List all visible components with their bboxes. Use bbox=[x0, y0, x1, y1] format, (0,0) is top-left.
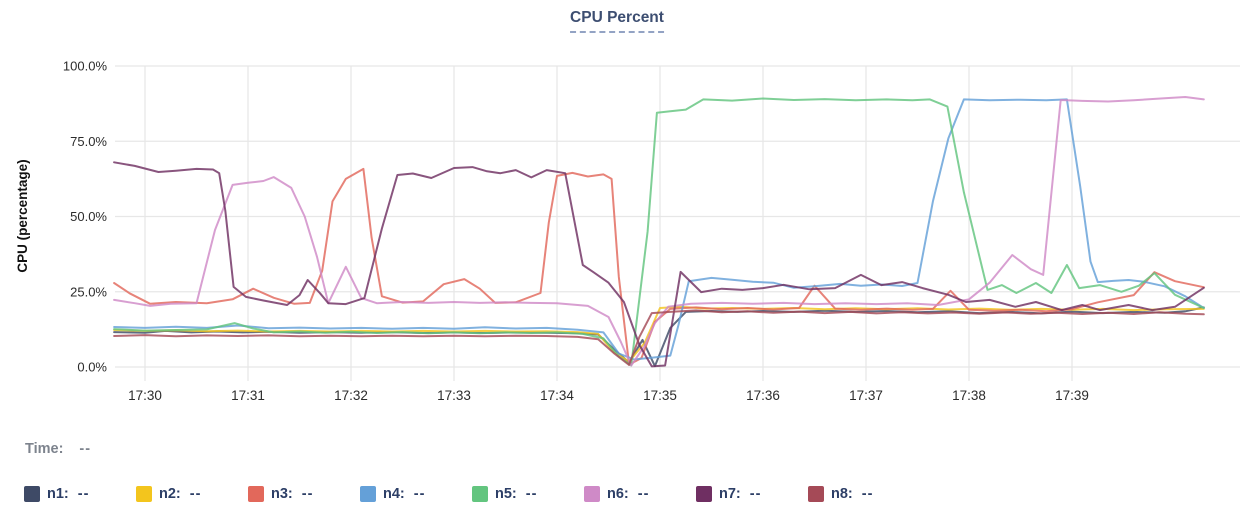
series-line-n6 bbox=[113, 96, 1205, 367]
legend-label-n4: n4: bbox=[383, 486, 405, 502]
svg-text:17:30: 17:30 bbox=[128, 388, 162, 403]
y-tick-labels: 100.0% 75.0% 50.0% 25.0% 0.0% bbox=[63, 59, 108, 375]
cpu-chart-canvas[interactable]: 100.0% 75.0% 50.0% 25.0% 0.0% 17:30 17:31 17:32… bbox=[0, 0, 1254, 430]
legend-value-n3: -- bbox=[301, 486, 314, 502]
legend-label-n2: n2: bbox=[159, 486, 181, 502]
legend-item-n4[interactable]: n4: -- bbox=[360, 486, 472, 502]
svg-text:0.0%: 0.0% bbox=[77, 360, 107, 375]
legend-label-n1: n1: bbox=[47, 486, 69, 502]
legend-label-n7: n7: bbox=[719, 486, 741, 502]
series-line-n7 bbox=[113, 161, 1205, 368]
legend-swatch-n4 bbox=[360, 486, 376, 502]
svg-text:17:38: 17:38 bbox=[952, 388, 986, 403]
legend-item-n6[interactable]: n6: -- bbox=[584, 486, 696, 502]
series-lines bbox=[113, 96, 1205, 368]
svg-text:17:32: 17:32 bbox=[334, 388, 368, 403]
legend-swatch-n3 bbox=[248, 486, 264, 502]
legend-label-n3: n3: bbox=[271, 486, 293, 502]
svg-text:CPU (percentage): CPU (percentage) bbox=[15, 159, 30, 272]
time-label: Time: bbox=[25, 441, 64, 457]
svg-text:25.0%: 25.0% bbox=[70, 284, 107, 299]
legend-value-n5: -- bbox=[525, 486, 538, 502]
legend-item-n2[interactable]: n2: -- bbox=[136, 486, 248, 502]
legend-value-n1: -- bbox=[77, 486, 90, 502]
legend-item-n7[interactable]: n7: -- bbox=[696, 486, 808, 502]
legend-swatch-n7 bbox=[696, 486, 712, 502]
svg-text:17:37: 17:37 bbox=[849, 388, 883, 403]
legend-item-n5[interactable]: n5: -- bbox=[472, 486, 584, 502]
legend-label-n5: n5: bbox=[495, 486, 517, 502]
legend-item-n8[interactable]: n8: -- bbox=[808, 486, 920, 502]
hover-time-row: Time: -- bbox=[25, 441, 91, 457]
series-line-n3 bbox=[113, 167, 1205, 366]
legend-value-n4: -- bbox=[413, 486, 426, 502]
legend-swatch-n8 bbox=[808, 486, 824, 502]
series-line-n4 bbox=[113, 98, 1205, 361]
vertical-gridlines bbox=[144, 66, 1073, 381]
svg-text:17:35: 17:35 bbox=[643, 388, 677, 403]
legend-value-n2: -- bbox=[189, 486, 202, 502]
x-tick-labels: 17:30 17:31 17:32 17:33 17:34 17:35 17:36 17:37… bbox=[128, 388, 1089, 403]
svg-text:17:31: 17:31 bbox=[231, 388, 265, 403]
chart-title: CPU Percent bbox=[570, 9, 664, 33]
legend-label-n8: n8: bbox=[831, 486, 853, 502]
legend-item-n3[interactable]: n3: -- bbox=[248, 486, 360, 502]
series-line-n5 bbox=[113, 97, 1205, 367]
legend-swatch-n1 bbox=[24, 486, 40, 502]
series-line-n8 bbox=[113, 309, 1205, 366]
legend-swatch-n5 bbox=[472, 486, 488, 502]
legend-swatch-n6 bbox=[584, 486, 600, 502]
svg-text:75.0%: 75.0% bbox=[70, 134, 107, 149]
y-axis-title: CPU (percentage) bbox=[15, 159, 30, 272]
svg-text:50.0%: 50.0% bbox=[70, 209, 107, 224]
legend-value-n6: -- bbox=[637, 486, 650, 502]
svg-text:17:36: 17:36 bbox=[746, 388, 780, 403]
legend-swatch-n2 bbox=[136, 486, 152, 502]
svg-text:17:39: 17:39 bbox=[1055, 388, 1089, 403]
legend-value-n8: -- bbox=[861, 486, 874, 502]
svg-text:17:34: 17:34 bbox=[540, 388, 574, 403]
time-value: -- bbox=[79, 441, 92, 457]
svg-text:100.0%: 100.0% bbox=[63, 59, 108, 74]
series-legend: n1: -- n2: -- n3: -- n4: -- n5: -- n6: -… bbox=[24, 486, 920, 502]
legend-item-n1[interactable]: n1: -- bbox=[24, 486, 136, 502]
svg-text:17:33: 17:33 bbox=[437, 388, 471, 403]
legend-value-n7: -- bbox=[749, 486, 762, 502]
legend-label-n6: n6: bbox=[607, 486, 629, 502]
